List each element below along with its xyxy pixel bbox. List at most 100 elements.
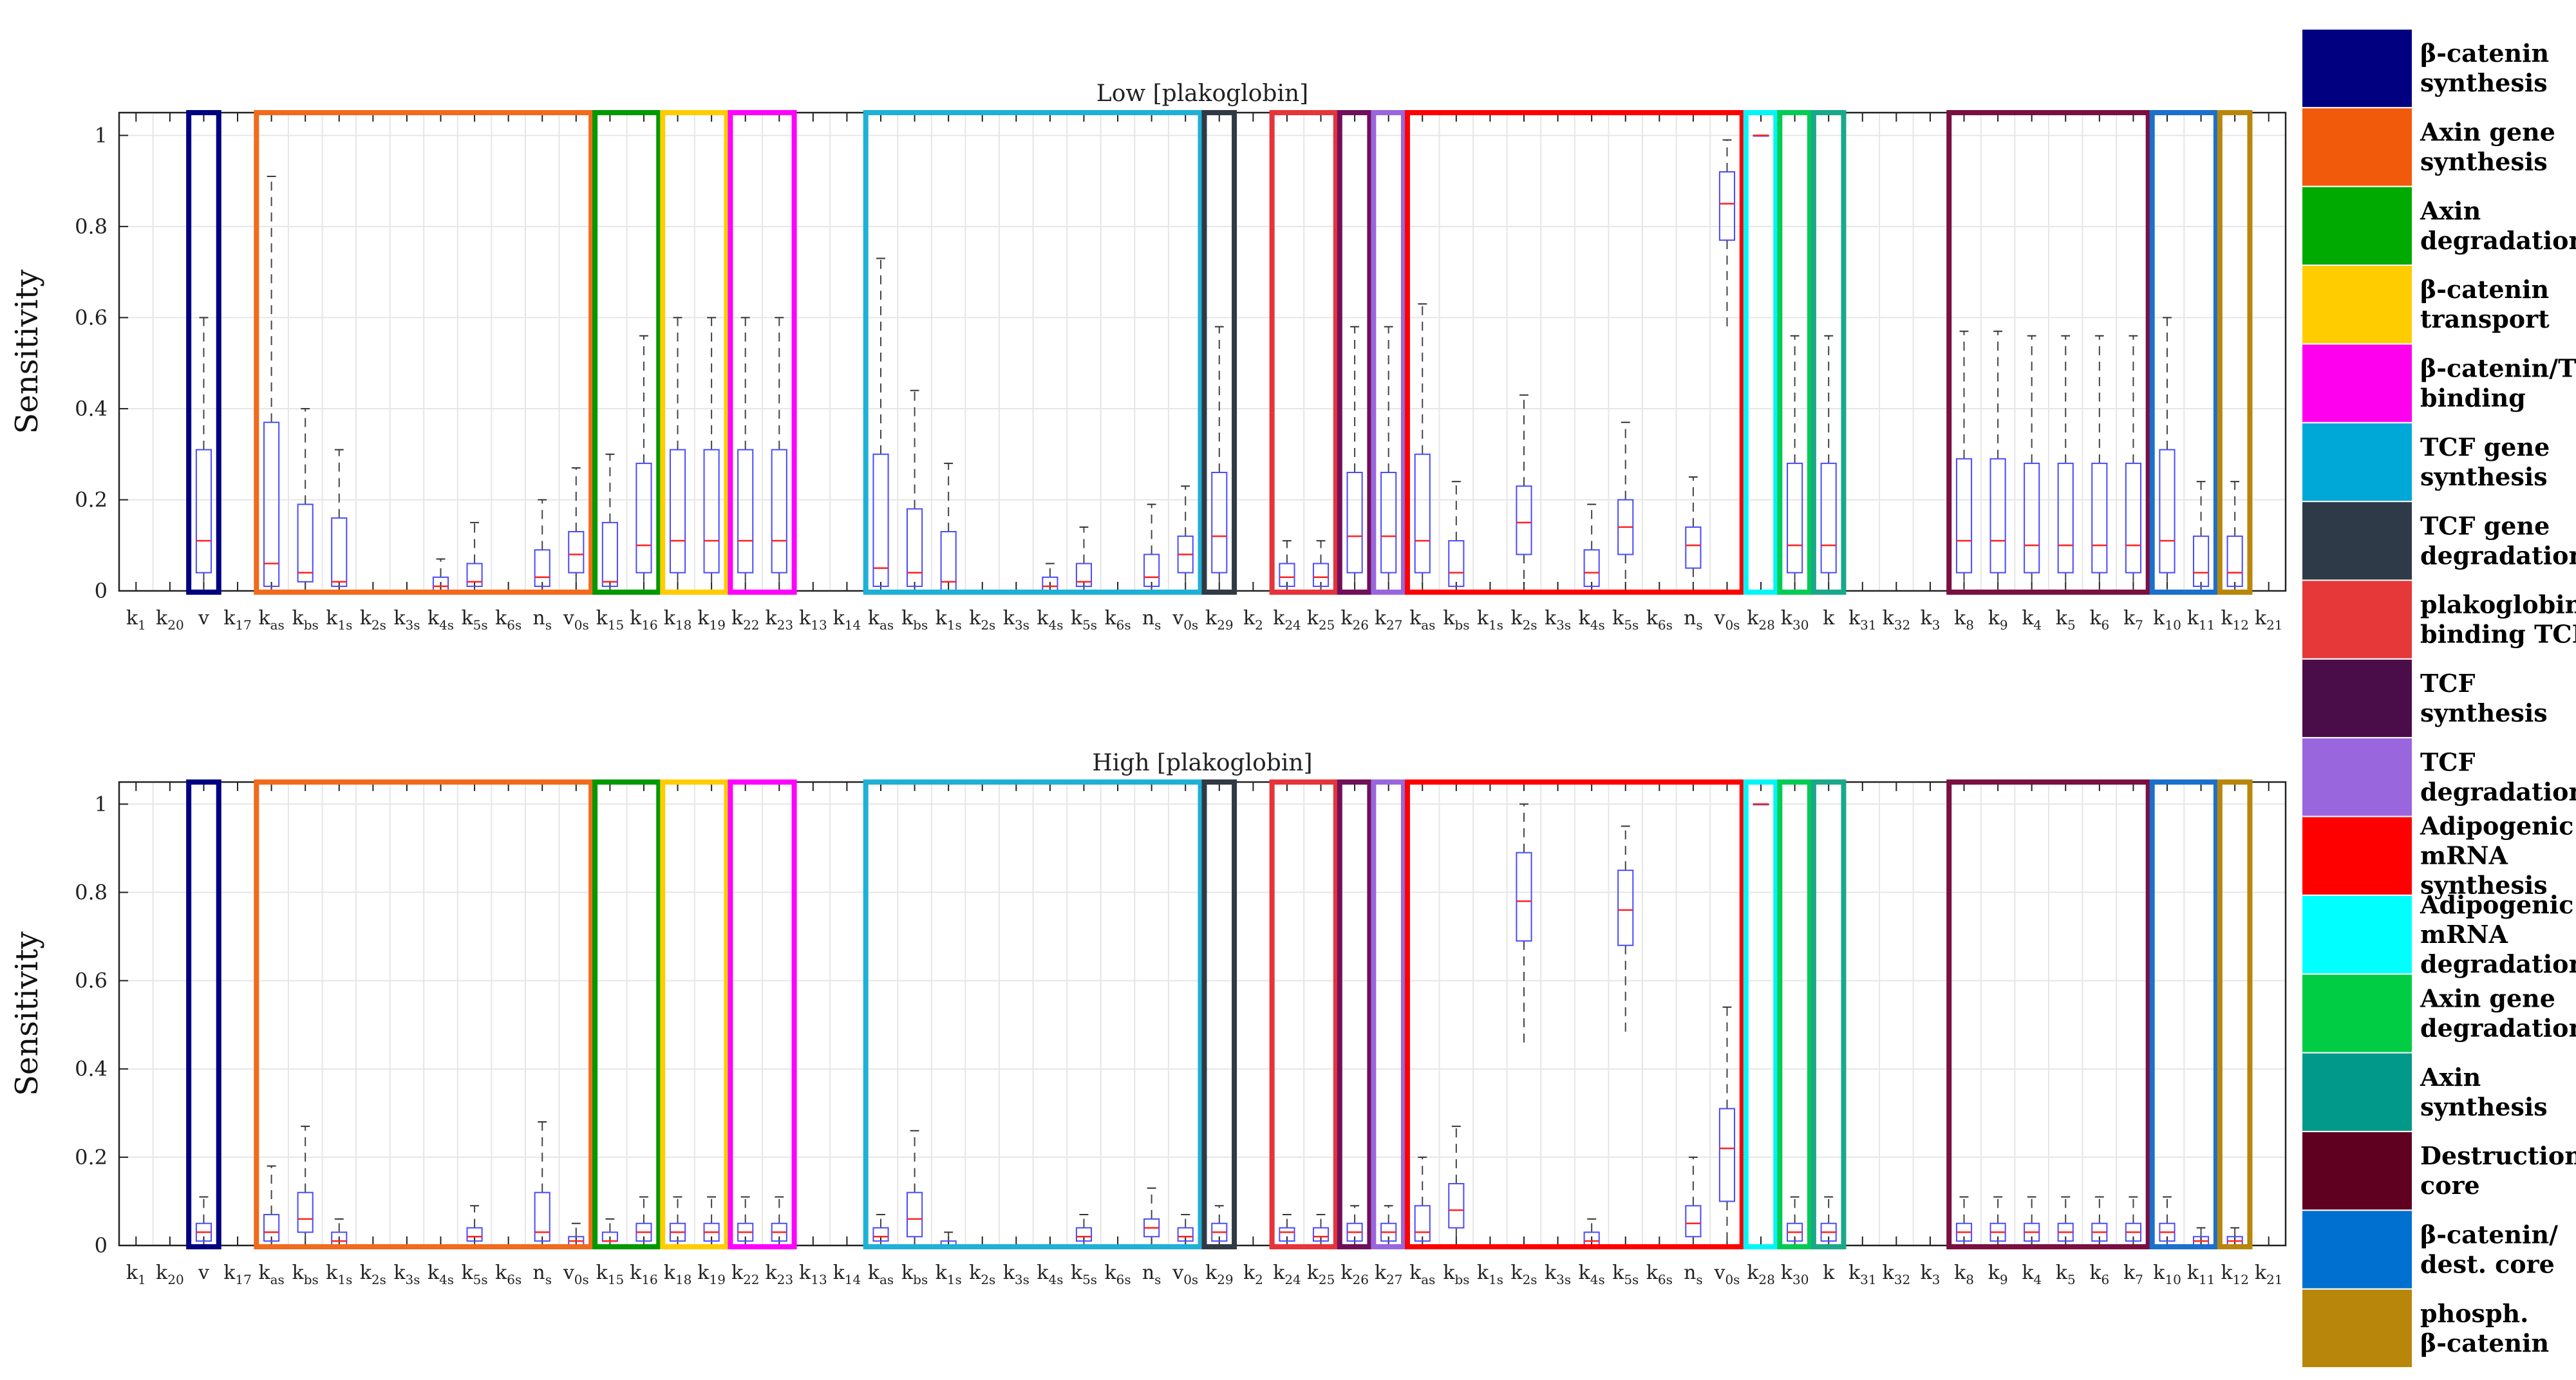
boxplot: [1177, 485, 1194, 591]
boxplot: [1718, 139, 1736, 331]
x-tick-subscript: as: [879, 617, 894, 633]
box-iqr: [1718, 171, 1736, 241]
box-iqr: [1075, 1227, 1093, 1242]
x-tick-subscript: 7: [2135, 1272, 2143, 1287]
x-tick-subscript: s: [545, 1272, 552, 1287]
x-tick-label: k10: [2153, 607, 2181, 633]
y-tick-label: 0.6: [75, 305, 108, 330]
box-iqr: [907, 1191, 923, 1238]
x-tick-subscript: 4: [2033, 1272, 2042, 1287]
x-tick-label: k: [1823, 1262, 1835, 1284]
x-tick-label: kas: [1409, 1262, 1435, 1287]
group-box: [1743, 110, 1779, 595]
x-tick-subscript: 21: [2266, 1272, 2282, 1287]
legend-label-line: core: [2420, 1171, 2480, 1200]
x-tick-label: k5s: [1612, 607, 1639, 633]
group-box: [186, 779, 221, 1249]
legend-swatch: [2301, 422, 2413, 503]
boxplot: [2159, 1196, 2176, 1245]
boxplot: [2057, 335, 2074, 591]
y-tick-label: 1: [95, 792, 108, 816]
boxplot: [1989, 330, 2006, 591]
legend-swatch: [2301, 1288, 2413, 1369]
x-tick-subscript: 5s: [1624, 617, 1639, 633]
x-tick-label: k4s: [428, 607, 454, 633]
x-tick-label: k31: [1848, 607, 1877, 633]
y-tick-label: 0.4: [75, 1057, 108, 1081]
box-iqr: [1414, 453, 1431, 573]
x-tick-label: k3s: [1545, 607, 1571, 633]
boxplot: [2226, 481, 2243, 591]
y-axis-label: Sensitivity: [9, 270, 45, 434]
box-iqr: [534, 1191, 550, 1242]
legend-swatch: [2301, 1052, 2413, 1132]
legend-label-line: binding TCF: [2420, 620, 2576, 649]
x-tick-label: k11: [2187, 1262, 2215, 1287]
x-tick-label: ns: [532, 1262, 552, 1287]
legend-entry: TCF gene synthesis: [2301, 422, 2550, 503]
x-tick-subscript: 28: [1758, 617, 1774, 633]
legend-label-line: dest. core: [2420, 1249, 2555, 1278]
legend-swatch: [2301, 343, 2413, 424]
x-tick-label: k6: [2089, 1262, 2109, 1287]
x-tick-subscript: 29: [1217, 1272, 1233, 1287]
legend-label-line: Axin: [2420, 1063, 2481, 1092]
x-tick-label: k27: [1375, 1262, 1403, 1287]
box-iqr: [1516, 485, 1532, 555]
x-tick-label: k19: [697, 607, 726, 633]
x-tick-label: k8: [1954, 1262, 1974, 1287]
x-tick-subscript: 11: [2199, 1272, 2215, 1287]
x-tick-label: k6s: [495, 607, 522, 633]
x-tick-label: k2s: [360, 1262, 386, 1287]
x-tick-label: k12: [2221, 607, 2249, 633]
x-tick-label: kas: [258, 607, 284, 633]
legend-label-line: Destruction: [2420, 1141, 2576, 1170]
box-iqr: [1346, 472, 1363, 573]
boxplot: [1617, 825, 1634, 1034]
legend-label-line: β-catenin: [2420, 1329, 2549, 1357]
x-tick-subscript: 3s: [406, 1272, 420, 1287]
x-tick-label: k26: [1340, 607, 1369, 633]
boxplot: [1516, 803, 1532, 1043]
boxplot: [737, 1196, 754, 1245]
x-tick-subscript: 20: [167, 1272, 183, 1287]
x-tick-subscript: 3: [1932, 1272, 1941, 1287]
legend-label: TCF degradation: [2420, 747, 2576, 806]
box-iqr: [1177, 1227, 1194, 1242]
group-box: [1404, 110, 1745, 595]
x-tick-subscript: 12: [2233, 1272, 2249, 1287]
legend-swatch: [2301, 973, 2413, 1054]
box-iqr: [2192, 536, 2210, 587]
x-tick-subscript: 6: [2101, 617, 2110, 633]
boxplot: [466, 1205, 483, 1245]
x-tick-label: k27: [1375, 607, 1403, 633]
y-tick-label: 0: [95, 579, 108, 603]
y-tick-label: 0.2: [75, 487, 108, 512]
boxplot: [771, 1196, 787, 1245]
x-tick-label: k5s: [461, 607, 487, 633]
x-tick-subscript: as: [1421, 617, 1435, 633]
x-tick-label: kas: [868, 1262, 894, 1287]
x-tick-label: k21: [2255, 607, 2283, 633]
box-iqr: [2159, 449, 2176, 573]
x-tick-label: k4s: [1579, 1262, 1605, 1287]
box-iqr: [737, 449, 754, 573]
x-tick-label: k26: [1340, 1262, 1369, 1287]
x-tick-label: k: [1823, 607, 1835, 629]
group-box: [1404, 779, 1745, 1249]
x-tick-subscript: bs: [304, 617, 319, 633]
boxplot: [1685, 476, 1702, 586]
x-tick-subscript: as: [1421, 1272, 1435, 1287]
x-tick-label: kbs: [1443, 607, 1469, 633]
x-tick-subscript: as: [270, 617, 285, 633]
legend-label-line: synthesis: [2420, 871, 2548, 900]
legend-label: Adipogenic mRNA degradation: [2420, 890, 2576, 978]
x-tick-subscript: bs: [304, 1272, 319, 1287]
x-tick-label: k15: [596, 1262, 625, 1287]
box-iqr: [1955, 458, 1973, 573]
boxplot: [297, 407, 314, 591]
legend-label-line: transport: [2420, 304, 2550, 333]
boxplot: [1075, 526, 1093, 591]
x-tick-label: k8: [1954, 607, 1974, 633]
x-tick-subscript: 26: [1352, 617, 1368, 633]
